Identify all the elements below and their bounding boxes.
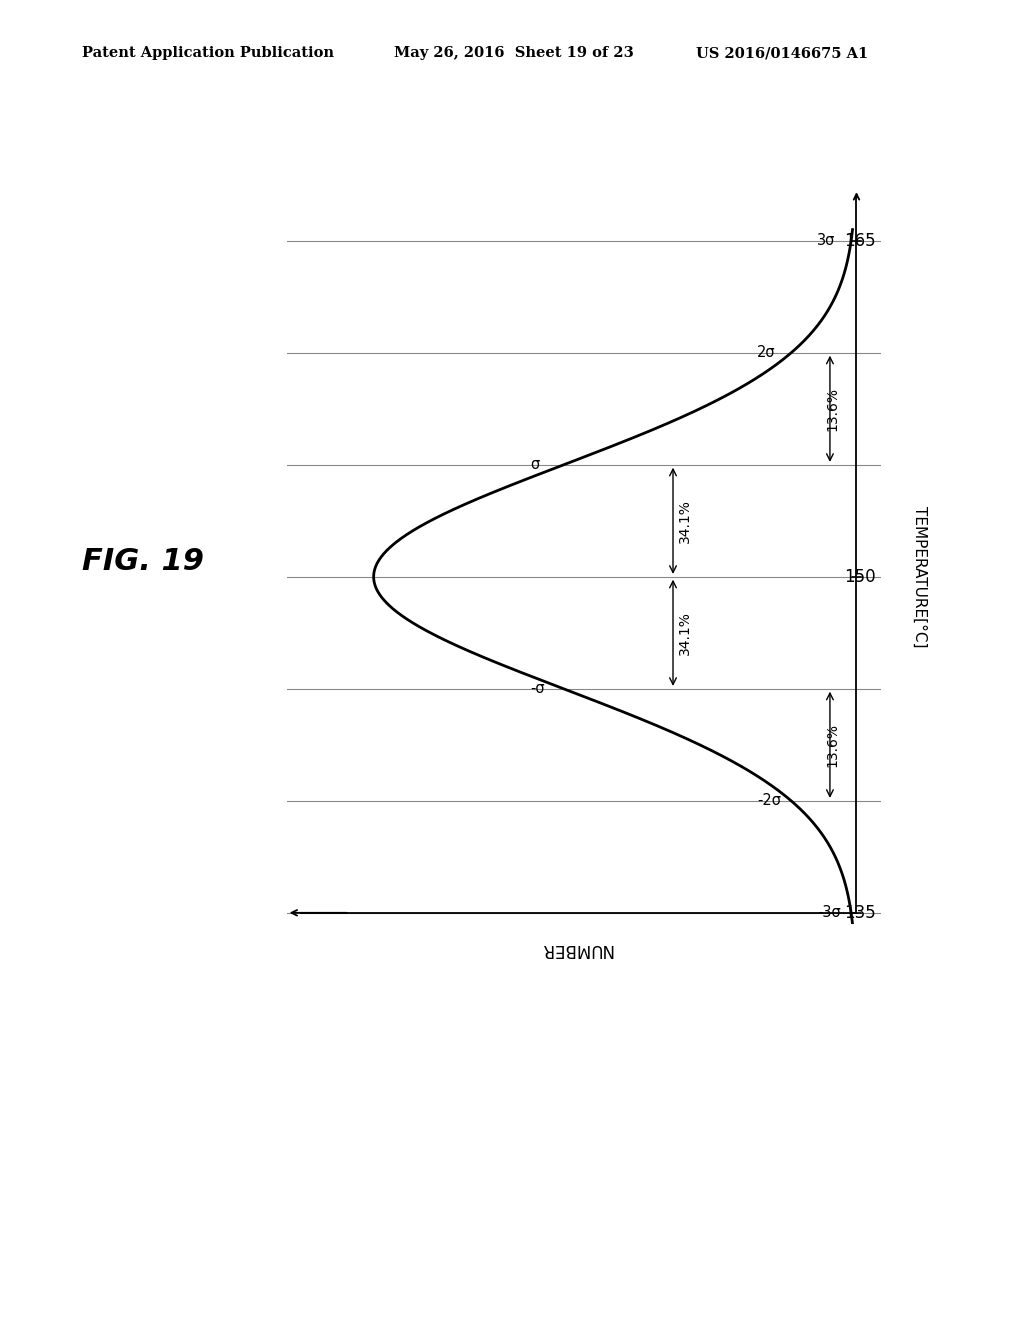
Text: 2σ: 2σ <box>758 346 776 360</box>
Text: TEMPERATURE[°C]: TEMPERATURE[°C] <box>911 506 927 648</box>
Text: σ: σ <box>529 457 539 473</box>
Text: NUMBER: NUMBER <box>541 940 612 958</box>
Text: 34.1%: 34.1% <box>678 611 692 655</box>
Text: 13.6%: 13.6% <box>825 723 840 767</box>
Text: 3σ: 3σ <box>817 234 836 248</box>
Text: 165: 165 <box>844 232 876 249</box>
Text: 150: 150 <box>844 568 876 586</box>
Text: May 26, 2016  Sheet 19 of 23: May 26, 2016 Sheet 19 of 23 <box>394 46 634 61</box>
Text: 13.6%: 13.6% <box>825 387 840 430</box>
Text: Patent Application Publication: Patent Application Publication <box>82 46 334 61</box>
Text: -σ: -σ <box>529 681 545 697</box>
Text: 34.1%: 34.1% <box>678 499 692 543</box>
Text: US 2016/0146675 A1: US 2016/0146675 A1 <box>696 46 868 61</box>
Text: 135: 135 <box>844 904 876 921</box>
Text: -3σ: -3σ <box>817 906 841 920</box>
Text: -2σ: -2σ <box>758 793 781 808</box>
Text: FIG. 19: FIG. 19 <box>82 546 205 576</box>
